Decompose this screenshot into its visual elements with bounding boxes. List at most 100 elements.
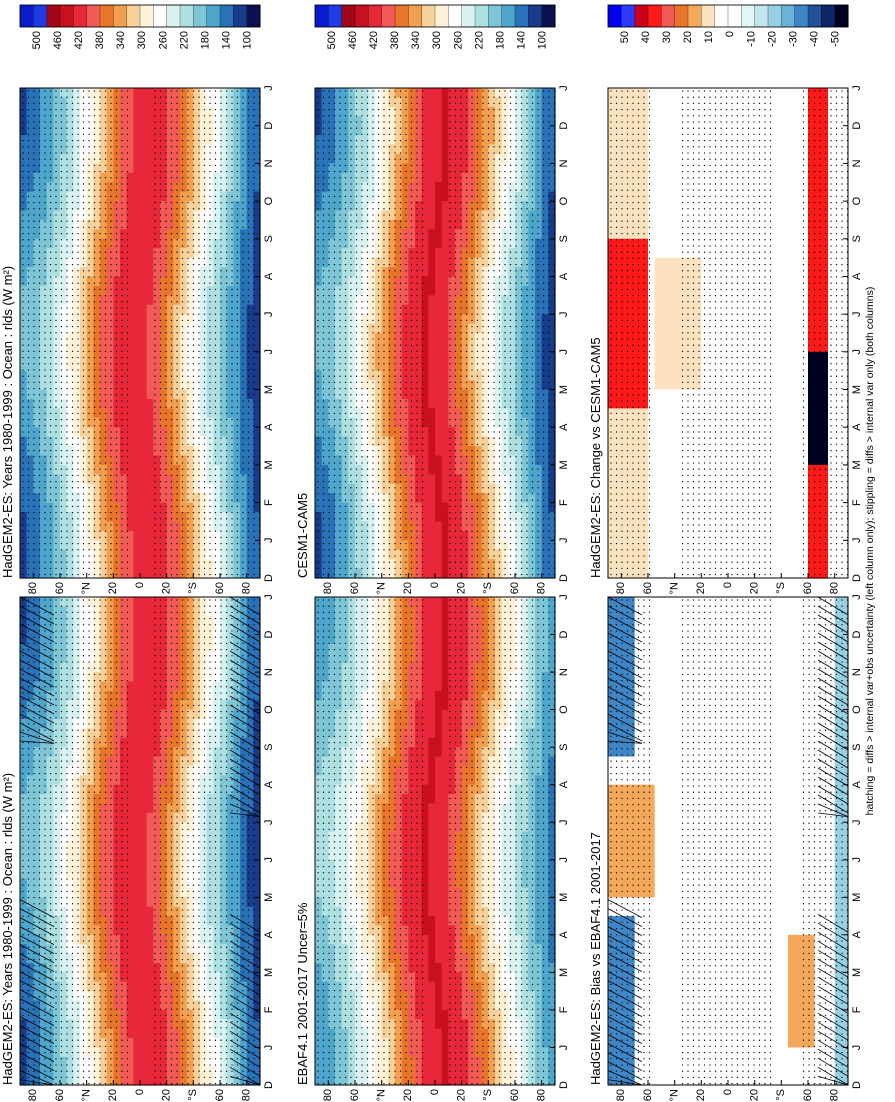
heat-cell (53, 681, 60, 691)
heat-cell (73, 832, 80, 842)
heat-cell (140, 1038, 147, 1048)
heat-cell (200, 757, 207, 767)
heat-cell (147, 653, 154, 663)
heat-cell (213, 954, 220, 964)
heat-cell (180, 794, 187, 804)
heat-cell (87, 1010, 94, 1020)
heat-cell (100, 841, 107, 851)
heat-cell (140, 832, 147, 842)
heat-cell (140, 1010, 147, 1020)
heat-cell (100, 850, 107, 860)
heat-cell (213, 879, 220, 889)
heat-cell (100, 832, 107, 842)
heat-cell (133, 907, 140, 917)
heat-cell (73, 813, 80, 823)
heat-cell (120, 841, 127, 851)
heat-cell (180, 850, 187, 860)
heat-cell (160, 869, 167, 879)
heat-cell (167, 663, 174, 673)
heat-cell (53, 803, 60, 813)
heat-cell (193, 907, 200, 917)
heat-cell (107, 597, 114, 607)
heat-cell (120, 935, 127, 945)
heat-cell (187, 907, 194, 917)
heat-cell (67, 991, 74, 1001)
heat-cell (73, 850, 80, 860)
heat-cell (100, 728, 107, 738)
heat-cell (107, 1029, 114, 1039)
heat-cell (227, 635, 234, 645)
heat-cell (167, 869, 174, 879)
heat-cell (113, 832, 120, 842)
heat-cell (133, 972, 140, 982)
heat-cell (140, 597, 147, 607)
heat-cell (213, 982, 220, 992)
heat-cell (93, 597, 100, 607)
heat-cell (147, 728, 154, 738)
heat-cell (20, 944, 27, 954)
heat-cell (27, 860, 34, 870)
heat-cell (173, 944, 180, 954)
heat-cell (140, 869, 147, 879)
heat-cell (213, 1047, 220, 1057)
heat-cell (100, 747, 107, 757)
heat-cell (73, 597, 80, 607)
heat-cell (33, 850, 40, 860)
heat-cell (220, 644, 227, 654)
heat-cell (60, 616, 67, 626)
heat-cell (147, 813, 154, 823)
heat-cell (127, 972, 134, 982)
heat-cell (27, 738, 34, 748)
heat-cell (80, 850, 87, 860)
heat-cell (73, 1076, 80, 1086)
heat-cell (140, 606, 147, 616)
heat-cell (160, 625, 167, 635)
heat-cell (133, 963, 140, 973)
heat-cell (107, 766, 114, 776)
heat-cell (100, 944, 107, 954)
heat-cell (73, 700, 80, 710)
heat-cell (100, 1066, 107, 1076)
heat-cell (167, 1047, 174, 1057)
heat-cell (133, 897, 140, 907)
heat-cell (200, 719, 207, 729)
heat-cell (167, 747, 174, 757)
heat-cell (227, 888, 234, 898)
heat-cell (107, 860, 114, 870)
heat-cell (167, 832, 174, 842)
heat-cell (173, 869, 180, 879)
heat-cell (160, 879, 167, 889)
heat-cell (60, 963, 67, 973)
heat-cell (153, 794, 160, 804)
heat-cell (167, 625, 174, 635)
heat-cell (180, 691, 187, 701)
heat-cell (160, 897, 167, 907)
heat-cell (220, 850, 227, 860)
heat-cell (80, 625, 87, 635)
heat-cell (200, 860, 207, 870)
heat-cell (73, 1001, 80, 1011)
heat-cell (133, 757, 140, 767)
heat-cell (153, 625, 160, 635)
heat-cell (100, 710, 107, 720)
heat-cell (200, 1076, 207, 1086)
heat-cell (113, 869, 120, 879)
heat-cell (100, 916, 107, 926)
heat-cell (127, 606, 134, 616)
heat-cell (93, 841, 100, 851)
heat-cell (227, 954, 234, 964)
heat-cell (213, 1066, 220, 1076)
heat-cell (147, 935, 154, 945)
heat-cell (60, 925, 67, 935)
heat-cell (173, 925, 180, 935)
heat-cell (187, 832, 194, 842)
heat-cell (160, 850, 167, 860)
heat-cell (147, 963, 154, 973)
heat-cell (127, 897, 134, 907)
heat-cell (107, 869, 114, 879)
heat-cell (147, 850, 154, 860)
heat-cell (200, 982, 207, 992)
heat-cell (133, 794, 140, 804)
heat-cell (60, 888, 67, 898)
heat-cell (87, 1001, 94, 1011)
